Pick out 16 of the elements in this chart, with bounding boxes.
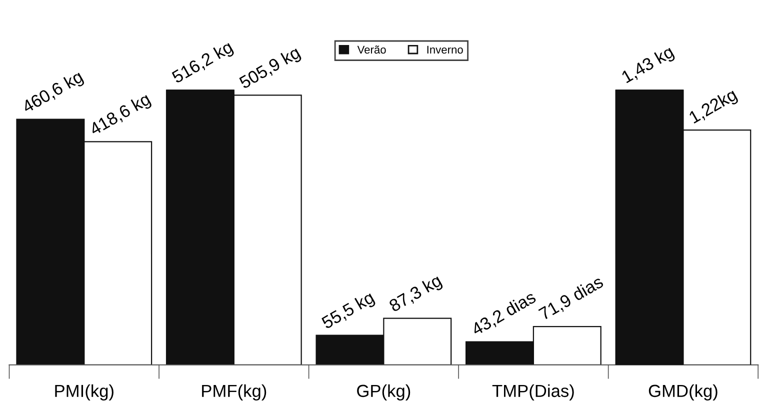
x-tick-label: TMP(Dias) <box>492 384 574 400</box>
data-label: 418,6 kg <box>88 92 153 139</box>
x-tick-label: PMF(kg) <box>202 384 266 401</box>
data-label: 71,9 dias <box>538 274 606 322</box>
data-label: 55,5 kg <box>320 290 376 332</box>
data-label: 1,43 kg <box>620 44 676 86</box>
x-tick-label: GP(kg) <box>357 384 410 401</box>
data-label: 505,9 kg <box>238 46 302 92</box>
data-label: 87,3 kg <box>388 274 444 316</box>
x-tick-label: PMI(kg) <box>55 384 114 401</box>
data-label: 43,2 dias <box>470 290 538 338</box>
x-tick-label: GMD(kg) <box>648 384 718 401</box>
data-label: 516,2 kg <box>170 40 236 87</box>
data-label: 460,6 kg <box>20 70 86 116</box>
legend-label: Verão <box>357 46 386 54</box>
legend-label: Inverno <box>427 46 463 54</box>
